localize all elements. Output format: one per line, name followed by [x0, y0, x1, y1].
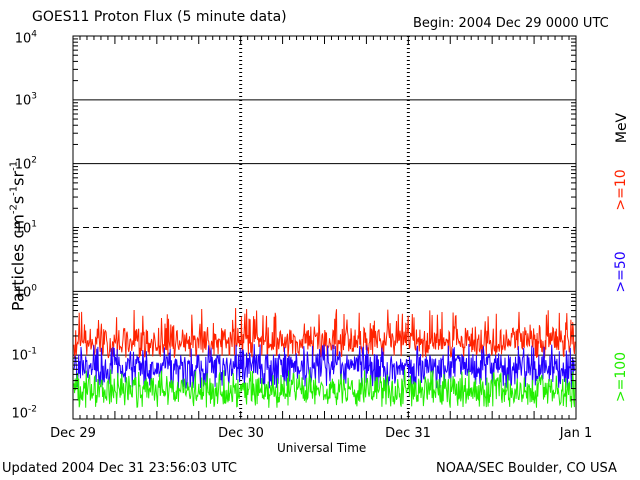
y-tick-label: 104 — [14, 29, 37, 47]
legend-unit: MeV — [614, 112, 630, 144]
legend-ge100: >=100 — [613, 351, 629, 403]
legend-ge10: >=10 — [613, 169, 629, 211]
legend-ge50: >=50 — [613, 251, 629, 293]
x-tick-label: Dec 30 — [218, 426, 264, 441]
x-axis-label: Universal Time — [277, 441, 367, 455]
updated-timestamp: Updated 2004 Dec 31 23:56:03 UTC — [2, 461, 237, 476]
y-tick-label: 100 — [14, 283, 37, 301]
begin-time: Begin: 2004 Dec 29 0000 UTC — [413, 16, 609, 31]
y-tick-label: 101 — [14, 219, 37, 237]
x-tick-label: Jan 1 — [559, 426, 593, 441]
x-tick-label: Dec 29 — [50, 426, 96, 441]
y-tick-label: 102 — [14, 155, 37, 173]
series-line->=10 — [73, 307, 576, 359]
plot-frame — [72, 35, 577, 420]
series-line->=50 — [73, 343, 576, 389]
y-tick-label: 10-1 — [11, 346, 37, 364]
y-tick-label: 103 — [14, 91, 37, 109]
y-tick-label: 10-2 — [11, 404, 37, 422]
credit-text: NOAA/SEC Boulder, CO USA — [436, 461, 617, 476]
x-tick-label: Dec 31 — [385, 426, 431, 441]
series-group — [73, 307, 576, 408]
series-line->=100 — [73, 369, 576, 408]
chart-title: GOES11 Proton Flux (5 minute data) — [32, 9, 287, 25]
